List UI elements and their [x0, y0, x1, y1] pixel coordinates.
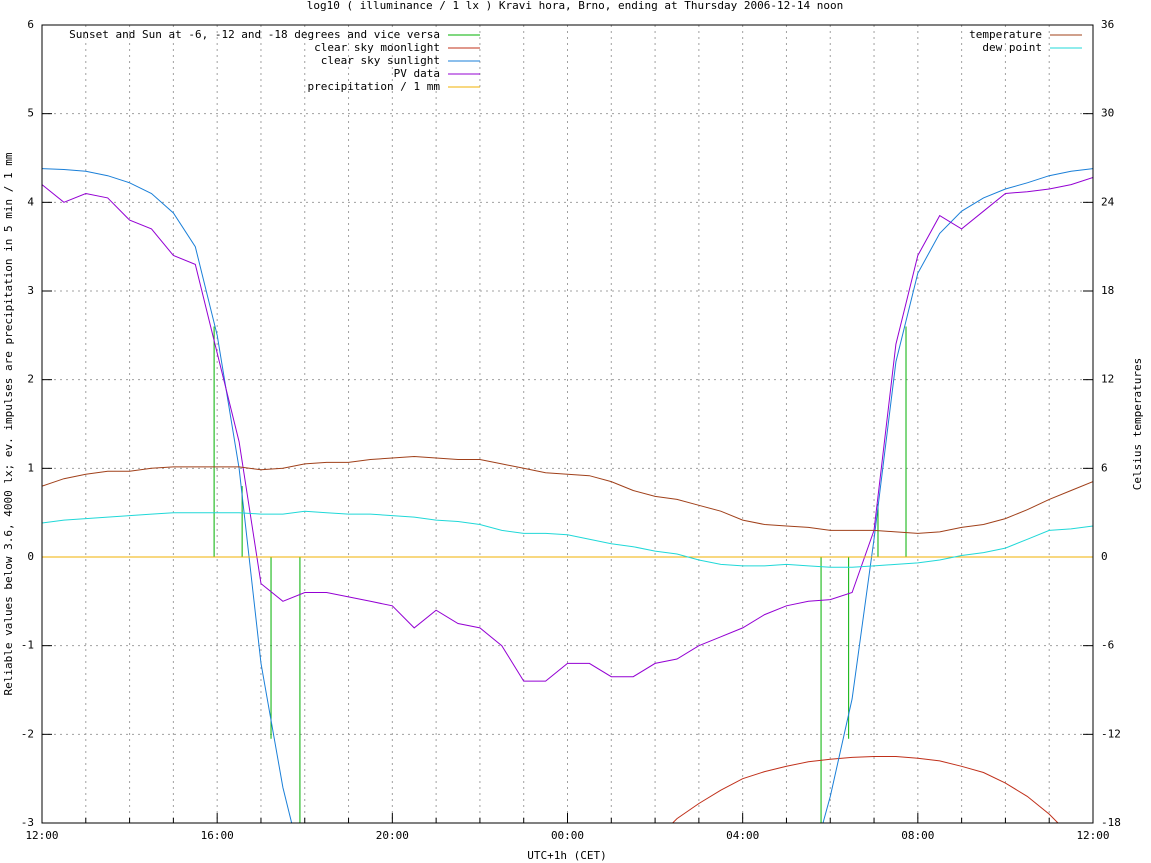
y-tick-label: -3	[21, 816, 34, 829]
y2-tick-label: 6	[1101, 461, 1108, 474]
y-tick-label: 5	[27, 107, 34, 120]
legend-label: temperature	[969, 28, 1042, 41]
y-tick-label: 2	[27, 373, 34, 386]
plot-frame	[41, 24, 1094, 824]
plot-area	[42, 168, 1093, 823]
y2-tick-label: 18	[1101, 284, 1114, 297]
x-tick-label: 00:00	[551, 829, 584, 842]
chart-title: log10 ( illuminance / 1 lx ) Kravi hora,…	[307, 0, 843, 12]
x-tick-label: 20:00	[376, 829, 409, 842]
y-tick-label: 3	[27, 284, 34, 297]
y2-tick-label: -12	[1101, 727, 1121, 740]
y-tick-label: 6	[27, 18, 34, 31]
y2-axis-label: Celsius temperatures	[1131, 358, 1144, 490]
y2-tick-label: 0	[1101, 550, 1108, 563]
legend-label: clear sky sunlight	[321, 54, 440, 67]
y-tick-label: -1	[21, 639, 34, 652]
y2-tick-label: 30	[1101, 107, 1114, 120]
y2-tick-label: 24	[1101, 195, 1115, 208]
series-line	[42, 455, 1093, 534]
legend-label: precipitation / 1 mm	[308, 80, 441, 93]
y-tick-label: 1	[27, 461, 34, 474]
x-tick-label: 08:00	[901, 829, 934, 842]
x-tick-label: 12:00	[25, 829, 58, 842]
x-tick-label: 16:00	[201, 829, 234, 842]
y-axis-label: Reliable values below 3.6, 4000 lx; ev. …	[2, 152, 15, 695]
x-tick-label: 04:00	[726, 829, 759, 842]
legend-label: clear sky moonlight	[314, 41, 440, 54]
x-axis-label: UTC+1h (CET)	[527, 849, 606, 862]
x-tick-label: 12:00	[1076, 829, 1109, 842]
y-tick-label: 4	[27, 195, 34, 208]
y-tick-label: -2	[21, 727, 34, 740]
y-tick-label: 0	[27, 550, 34, 563]
series-line	[42, 510, 1093, 568]
legend-label: Sunset and Sun at -6, -12 and -18 degree…	[69, 28, 440, 41]
series-line	[671, 756, 1059, 823]
y2-tick-label: 12	[1101, 373, 1114, 386]
series-line	[42, 177, 1093, 682]
y2-tick-label: -6	[1101, 639, 1114, 652]
legend-label: PV data	[394, 67, 440, 80]
y2-tick-label: -18	[1101, 816, 1121, 829]
y2-tick-label: 36	[1101, 18, 1114, 31]
legend-label: dew point	[982, 41, 1042, 54]
